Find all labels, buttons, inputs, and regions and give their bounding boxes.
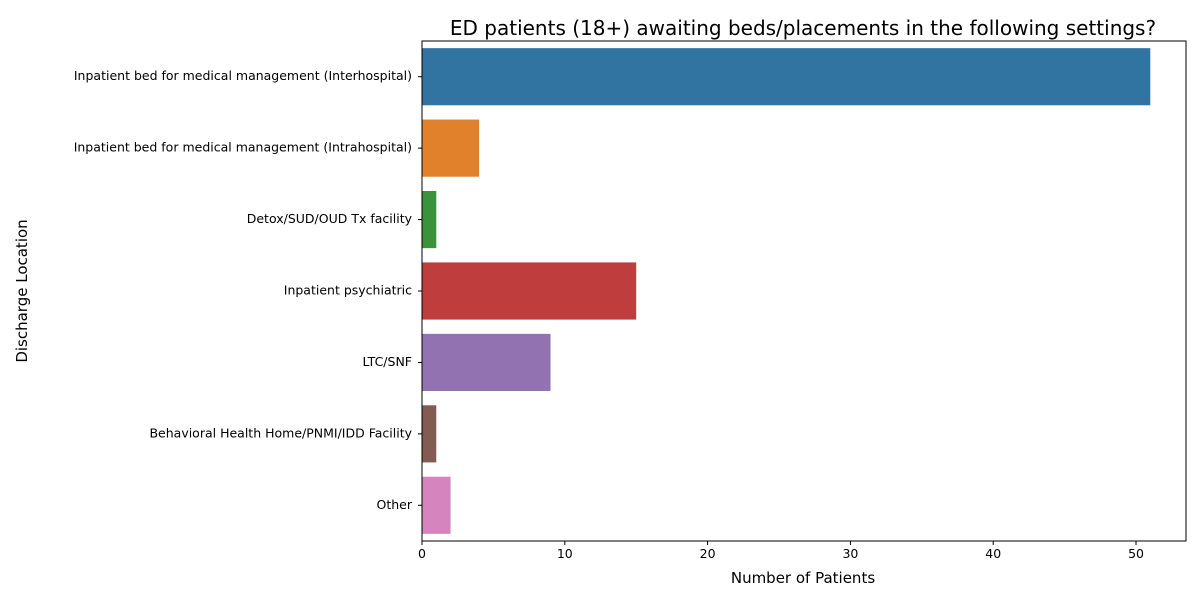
category-label-6: Other (377, 497, 413, 512)
plot-frame (421, 40, 1187, 542)
bar-2 (422, 191, 437, 249)
x-tick-label-1: 10 (557, 546, 573, 561)
bar-6 (422, 476, 451, 534)
x-tick-label-2: 20 (700, 546, 716, 561)
bar-5 (422, 405, 437, 463)
x-tick-label-4: 40 (985, 546, 1001, 561)
x-ticks-layer: 0 10 20 30 40 50 (418, 541, 1144, 561)
x-axis-label: Number of Patients (731, 569, 875, 587)
bar-4 (422, 333, 551, 391)
category-label-1: Inpatient bed for medical management (In… (74, 140, 412, 155)
bar-1 (422, 119, 480, 177)
category-label-0: Inpatient bed for medical management (In… (74, 68, 412, 83)
y-axis-label: Discharge Location (13, 219, 31, 362)
bar-0 (422, 48, 1151, 106)
x-tick-label-0: 0 (418, 546, 426, 561)
category-label-4: LTC/SNF (362, 354, 412, 369)
bar-3 (422, 262, 637, 320)
category-label-2: Detox/SUD/OUD Tx facility (247, 211, 413, 226)
category-label-5: Behavioral Health Home/PNMI/IDD Facility (149, 425, 412, 440)
category-label-3: Inpatient psychiatric (284, 283, 412, 298)
bars-layer (422, 48, 1151, 534)
axes-frame (421, 40, 1187, 542)
chart-title: ED patients (18+) awaiting beds/placemen… (450, 16, 1156, 40)
x-tick-label-5: 50 (1128, 546, 1144, 561)
category-labels-layer: Inpatient bed for medical management (In… (74, 68, 422, 512)
x-tick-label-3: 30 (842, 546, 858, 561)
